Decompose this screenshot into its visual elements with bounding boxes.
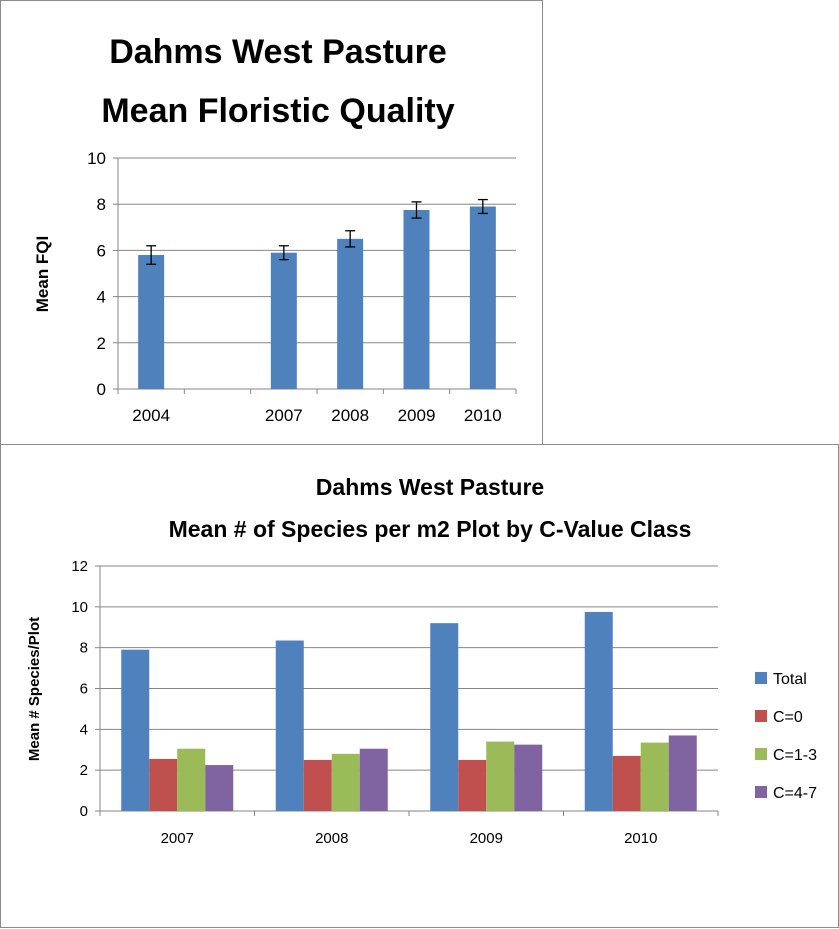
bar — [486, 741, 515, 811]
fqi-chart-panel: Dahms West Pasture Mean Floristic Quality… — [0, 0, 543, 446]
bar — [331, 753, 360, 811]
x-tick-label: 2004 — [132, 406, 170, 425]
x-tick-label: 2007 — [161, 830, 194, 847]
y-tick-label: 6 — [80, 681, 88, 698]
y-tick-label: 4 — [97, 288, 106, 307]
x-tick-label: 2010 — [624, 830, 657, 847]
bar — [430, 623, 459, 811]
bar — [149, 758, 178, 811]
bar — [177, 748, 206, 811]
y-tick-label: 8 — [80, 640, 88, 657]
legend-swatch — [755, 672, 767, 684]
bar — [668, 735, 697, 811]
fqi-chart: Dahms West Pasture Mean Floristic Quality… — [33, 33, 517, 425]
y-tick-label: 12 — [71, 558, 88, 575]
x-tick-label: 2007 — [265, 406, 303, 425]
bar — [138, 255, 165, 389]
species-chart-panel: Dahms West Pasture Mean # of Species per … — [0, 444, 839, 928]
y-tick-label: 0 — [97, 380, 106, 399]
bar — [514, 744, 543, 811]
y-axis-label: Mean # Species/Plot — [26, 617, 43, 761]
bar — [205, 765, 234, 811]
chart-title-line-2: Mean # of Species per m2 Plot by C-Value… — [169, 516, 692, 542]
legend-swatch — [755, 786, 767, 798]
bar — [640, 742, 669, 811]
chart-title-line-2: Mean Floristic Quality — [101, 92, 454, 130]
legend-label: C=0 — [773, 709, 803, 726]
legend-swatch — [755, 710, 767, 722]
x-tick-label: 2008 — [331, 406, 369, 425]
y-tick-label: 2 — [80, 762, 88, 779]
legend-label: C=4-7 — [773, 785, 817, 802]
y-tick-label: 10 — [71, 599, 88, 616]
bar — [458, 759, 487, 811]
bar — [337, 238, 364, 389]
y-tick-label: 8 — [97, 195, 106, 214]
y-tick-label: 4 — [80, 721, 88, 738]
chart-title-line-1: Dahms West Pasture — [316, 474, 544, 500]
x-tick-label: 2010 — [464, 406, 502, 425]
y-tick-label: 6 — [97, 241, 106, 260]
bar — [584, 611, 613, 811]
legend-label: Total — [773, 671, 807, 688]
x-tick-label: 2008 — [315, 830, 348, 847]
species-chart: Dahms West Pasture Mean # of Species per … — [26, 474, 817, 847]
y-axis-label: Mean FQI — [33, 236, 52, 313]
bar — [403, 209, 430, 389]
bar — [303, 759, 332, 811]
y-tick-label: 2 — [97, 334, 106, 353]
y-tick-label: 10 — [87, 149, 106, 168]
bar — [612, 755, 641, 811]
bar — [270, 252, 297, 389]
x-tick-label: 2009 — [398, 406, 436, 425]
bar — [359, 748, 388, 811]
legend: Total C=0 C=1-3 C=4-7 — [755, 671, 817, 802]
chart-title-line-1: Dahms West Pasture — [109, 33, 447, 71]
legend-label: C=1-3 — [773, 747, 817, 764]
bar — [469, 206, 496, 389]
bar — [275, 640, 304, 811]
bar — [121, 649, 150, 811]
x-tick-label: 2009 — [470, 830, 503, 847]
legend-swatch — [755, 748, 767, 760]
y-tick-label: 0 — [80, 803, 88, 820]
